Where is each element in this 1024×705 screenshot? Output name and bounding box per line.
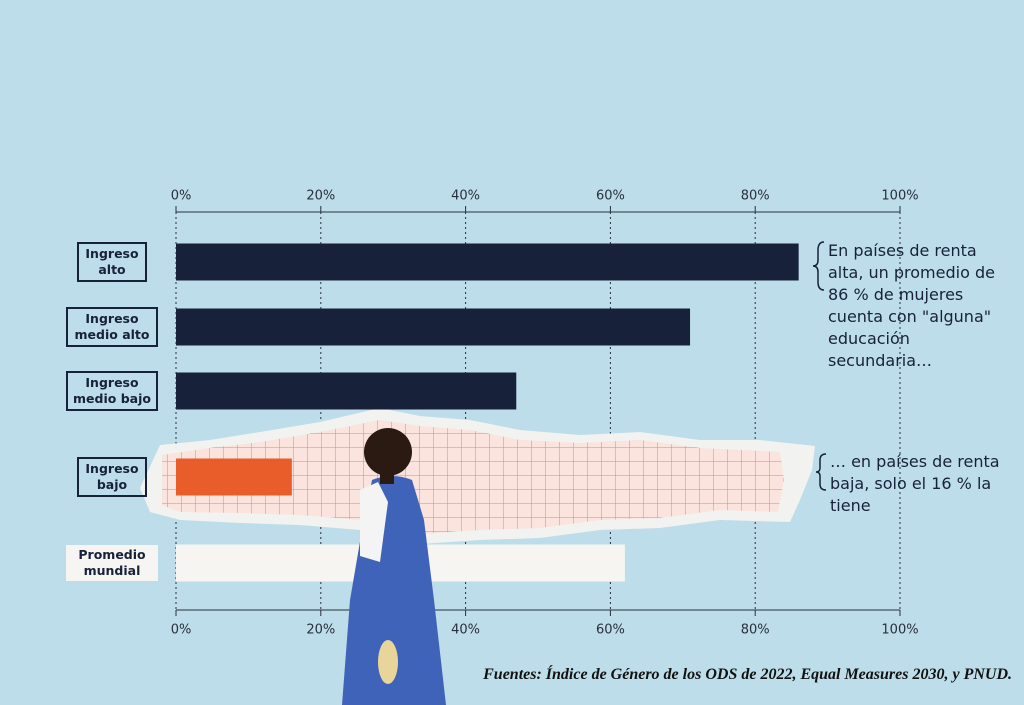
x-tick-label: 80%: [741, 189, 770, 204]
girl-head: [364, 428, 412, 476]
bar: [176, 372, 517, 410]
category-label: Ingreso medio alto: [66, 307, 158, 347]
x-tick-label: 0%: [171, 189, 192, 204]
annotation: En países de renta alta, un promedio de …: [828, 241, 995, 370]
category-label: Ingreso bajo: [77, 457, 147, 497]
x-tick-label: 40%: [451, 623, 480, 638]
x-tick-label: 100%: [881, 189, 918, 204]
girl-collar: [360, 482, 388, 562]
bar: [176, 308, 691, 346]
graph-paper: [162, 420, 784, 534]
x-tick-label: 0%: [171, 623, 192, 638]
girl-neck: [380, 470, 394, 484]
girl-bowl: [378, 640, 398, 684]
category-label: Promedio mundial: [66, 545, 158, 581]
annotation: … en países de renta baja, solo el 16 % …: [830, 452, 1000, 515]
x-tick-label: 40%: [451, 189, 480, 204]
x-tick-label: 60%: [596, 623, 625, 638]
x-tick-label: 60%: [596, 189, 625, 204]
category-label: Ingreso medio bajo: [66, 371, 158, 411]
category-label: Ingreso alto: [77, 242, 147, 282]
source: Fuentes: Índice de Género de los ODS de …: [483, 666, 1012, 683]
bar: [176, 243, 799, 281]
x-tick-label: 20%: [306, 623, 335, 638]
brace: [815, 453, 827, 491]
x-tick-label: 100%: [881, 623, 918, 638]
brace: [812, 241, 825, 291]
x-tick-label: 80%: [741, 623, 770, 638]
x-tick-label: 20%: [306, 189, 335, 204]
bar: [176, 458, 292, 496]
